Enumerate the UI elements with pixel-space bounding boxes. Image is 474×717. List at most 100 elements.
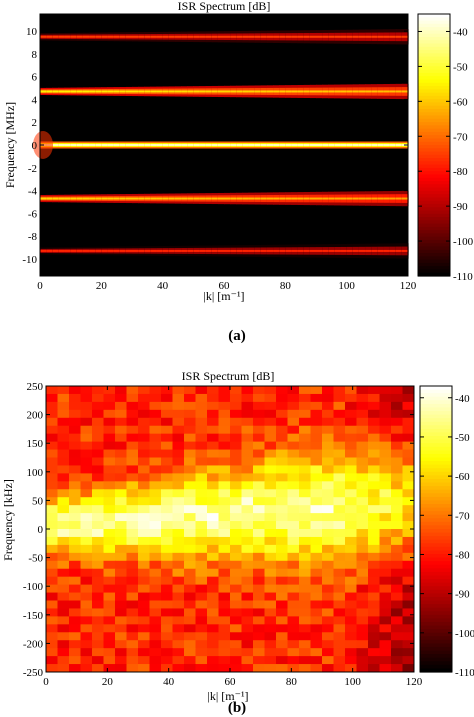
- spectral-line-segment: [52, 35, 59, 38]
- heatmap-cell: [80, 600, 93, 609]
- heatmap-cell: [356, 576, 369, 586]
- heatmap-cell: [149, 489, 162, 498]
- heatmap-cell: [149, 449, 162, 458]
- heatmap-cell: [80, 529, 93, 538]
- heatmap-cell: [391, 409, 403, 419]
- heatmap-cell: [310, 489, 323, 498]
- heatmap-cell: [161, 393, 173, 403]
- heatmap-cell: [241, 560, 254, 570]
- spectral-line-segment: [389, 90, 397, 93]
- heatmap-cell: [253, 449, 265, 458]
- chart-a-colorbar-step: [418, 56, 450, 61]
- heatmap-cell: [402, 552, 415, 562]
- heatmap-cell: [138, 624, 150, 633]
- heatmap-cell: [310, 521, 323, 530]
- spectral-line-segment: [371, 90, 378, 93]
- heatmap-cell: [264, 489, 277, 498]
- heatmap-chart-a: ISR Spectrum [dB] 0 20 40 60 80 100 1201086420…: [3, 0, 474, 303]
- heatmap-cell: [322, 489, 334, 498]
- heatmap-cell: [264, 640, 277, 649]
- chart-b-colorbar-step: [420, 582, 452, 587]
- heatmap-cell: [92, 465, 104, 474]
- heatmap-cell: [322, 544, 334, 554]
- heatmap-cell: [276, 624, 288, 633]
- spectral-line-segment: [328, 197, 335, 200]
- heatmap-cell: [126, 568, 139, 578]
- chart-a-colorbar-step: [418, 108, 450, 113]
- spectral-line-segment: [273, 197, 280, 200]
- heatmap-cell: [172, 648, 185, 657]
- heatmap-cell: [230, 513, 242, 522]
- heatmap-cell: [138, 505, 150, 514]
- heatmap-cell: [218, 664, 231, 673]
- heatmap-cell: [138, 560, 150, 570]
- heatmap-cell: [80, 489, 93, 498]
- chart-b-colorbar-step: [420, 446, 452, 451]
- heatmap-cell: [126, 616, 139, 625]
- heatmap-cell: [218, 536, 231, 546]
- chart-b-colorbar-step: [420, 664, 452, 670]
- heatmap-cell: [115, 441, 127, 451]
- chart-a-y-tick-label: -4: [28, 186, 38, 198]
- heatmap-cell: [126, 584, 139, 594]
- heatmap-cell: [345, 592, 357, 601]
- spectral-line-segment: [377, 90, 385, 93]
- heatmap-cell: [379, 417, 392, 427]
- heatmap-cell: [57, 536, 70, 546]
- heatmap-cell: [57, 513, 70, 522]
- heatmap-cell: [172, 608, 185, 617]
- heatmap-cell: [322, 481, 334, 490]
- heatmap-cell: [218, 409, 231, 419]
- heatmap-cell: [195, 417, 208, 427]
- heatmap-cell: [172, 425, 185, 435]
- heatmap-cell: [103, 560, 116, 570]
- spectral-line-segment: [260, 35, 268, 38]
- spectral-line-segment: [340, 144, 348, 146]
- spectral-line-segment: [285, 249, 293, 252]
- heatmap-cell: [379, 624, 392, 633]
- heatmap-cell: [264, 425, 277, 435]
- heatmap-cell: [345, 616, 357, 625]
- spectral-line-segment: [303, 90, 311, 93]
- heatmap-cell: [92, 552, 104, 562]
- chart-a-colorbar-step: [418, 63, 450, 67]
- heatmap-cell: [345, 433, 357, 443]
- heatmap-cell: [92, 481, 104, 490]
- heatmap-cell: [230, 632, 242, 641]
- heatmap-cell: [379, 393, 392, 403]
- chart-panel-a: ISR Spectrum [dB] 0 20 40 60 80 100 120 10 8 6 4 2 0…: [0, 0, 474, 344]
- chart-b-x-tick-label: 20: [102, 676, 114, 688]
- spectral-line-segment: [144, 197, 151, 200]
- spectral-line-segment: [248, 144, 256, 146]
- heatmap-cell: [184, 497, 196, 506]
- spectral-line-segment: [377, 35, 385, 38]
- spectral-line-segment: [119, 249, 127, 252]
- heatmap-cell: [241, 433, 254, 443]
- heatmap-cell: [333, 449, 346, 458]
- heatmap-cell: [322, 529, 334, 538]
- chart-b-colorbar-step: [420, 575, 452, 580]
- chart-b-colorbar-step: [420, 579, 452, 584]
- heatmap-cell: [391, 584, 403, 594]
- heatmap-cell: [310, 417, 323, 427]
- spectral-line-segment: [119, 144, 127, 146]
- chart-a-colorbar-step: [418, 167, 450, 172]
- heatmap-cell: [241, 608, 254, 617]
- heatmap-cell: [69, 386, 81, 395]
- heatmap-cell: [310, 505, 323, 514]
- spectral-line-segment: [383, 249, 391, 252]
- heatmap-cell: [126, 536, 139, 546]
- heatmap-cell: [299, 409, 311, 419]
- heatmap-cell: [172, 489, 185, 498]
- spectral-line-segment: [193, 144, 201, 146]
- heatmap-cell: [253, 417, 265, 427]
- caption-a: (a): [228, 328, 246, 344]
- heatmap-cell: [149, 473, 162, 482]
- heatmap-cell: [172, 592, 185, 601]
- heatmap-cell: [391, 473, 403, 482]
- heatmap-cell: [253, 552, 265, 562]
- heatmap-cell: [218, 473, 231, 482]
- heatmap-cell: [69, 600, 81, 609]
- chart-b-y-tick-label: 50: [32, 495, 44, 507]
- heatmap-cell: [57, 664, 70, 673]
